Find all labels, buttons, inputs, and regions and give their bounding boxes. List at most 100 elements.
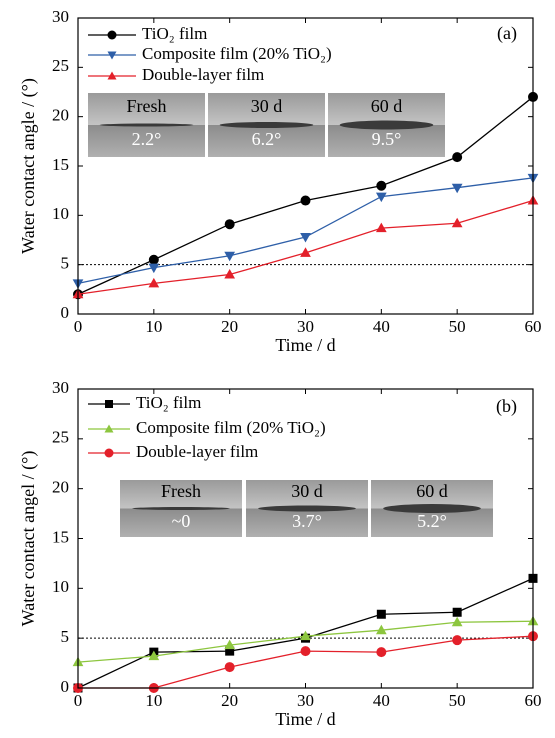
legend-label: TiO₂ film [136, 393, 201, 412]
y-tick-label: 25 [52, 428, 69, 447]
x-axis-label: Time / d [275, 709, 335, 729]
marker [300, 195, 311, 206]
inset-label: 60 d [416, 481, 448, 501]
marker [451, 616, 463, 627]
legend-marker [104, 448, 114, 458]
inset-substrate [208, 125, 325, 157]
inset-sky [371, 480, 493, 509]
inset-angle: 9.5° [372, 129, 402, 149]
droplet [258, 505, 356, 512]
y-tick-label: 10 [52, 577, 69, 596]
legend-marker [104, 424, 114, 433]
marker [452, 635, 463, 646]
plot-frame [77, 17, 534, 315]
y-axis-label: Water contact angel / (°) [18, 451, 39, 627]
legend-marker [107, 51, 117, 60]
marker [451, 217, 463, 228]
y-tick-label: 5 [61, 627, 70, 646]
y-tick-label: 0 [61, 677, 70, 696]
legend-label: Double-layer film [136, 442, 258, 461]
droplet [99, 123, 194, 127]
inset-angle: 5.2° [417, 511, 447, 531]
y-axis-label: Water contact angle / (°) [18, 78, 39, 254]
droplet [339, 120, 434, 130]
droplet [219, 122, 314, 128]
marker [300, 233, 311, 243]
marker [452, 152, 463, 163]
x-tick-label: 30 [297, 691, 314, 710]
y-tick-label: 20 [52, 478, 69, 497]
inset-photo: Fresh 2.2° [88, 93, 205, 157]
inset-substrate [371, 508, 493, 537]
x-tick-label: 40 [373, 317, 390, 336]
legend-marker [105, 400, 113, 408]
x-tick-label: 10 [145, 691, 162, 710]
y-tick-label: 0 [61, 303, 70, 322]
x-tick-label: 20 [221, 691, 238, 710]
marker [300, 247, 311, 257]
inset-label: 30 d [251, 96, 283, 116]
y-tick-label: 30 [52, 378, 69, 397]
droplet [383, 504, 481, 513]
marker [300, 646, 311, 657]
series-line [77, 177, 534, 285]
y-tick-label: 25 [52, 56, 69, 75]
inset-label: Fresh [161, 481, 201, 501]
marker [452, 607, 462, 617]
x-tick-label: 40 [373, 691, 390, 710]
marker [375, 222, 387, 233]
y-tick-label: 15 [52, 155, 69, 174]
inset-sky [328, 93, 445, 125]
inset-photo: 30 d 6.2° [208, 93, 325, 157]
legend-marker [107, 30, 117, 40]
marker [376, 609, 386, 619]
inset-label: Fresh [127, 96, 167, 116]
inset-angle: ~0 [172, 511, 191, 531]
panel-label: (b) [496, 396, 517, 417]
inset-photo: 30 d 3.7° [246, 480, 368, 537]
marker [224, 219, 235, 230]
inset-substrate [246, 508, 368, 537]
inset-photo: 60 d 5.2° [371, 480, 493, 537]
x-tick-label: 60 [525, 317, 542, 336]
x-axis-label: Time / d [275, 335, 335, 355]
x-tick-label: 0 [74, 317, 83, 336]
marker [375, 624, 387, 635]
legend-marker [107, 71, 117, 80]
inset-sky [208, 93, 325, 125]
inset-sky [120, 480, 242, 509]
x-tick-label: 10 [145, 317, 162, 336]
legend-label: TiO₂ film [142, 24, 207, 43]
plot-frame [77, 388, 534, 689]
marker [224, 269, 236, 279]
inset-photo: 60 d 9.5° [328, 93, 445, 157]
marker [148, 254, 159, 265]
inset-angle: 2.2° [132, 129, 162, 149]
marker [224, 639, 236, 650]
marker [376, 647, 387, 658]
inset-angle: 6.2° [252, 129, 282, 149]
inset-label: 30 d [291, 481, 323, 501]
marker [376, 180, 387, 191]
marker [451, 183, 463, 194]
marker [148, 277, 160, 288]
series-line [78, 635, 534, 689]
x-tick-label: 20 [221, 317, 238, 336]
inset-substrate [120, 508, 242, 537]
droplet [132, 507, 230, 510]
x-tick-label: 60 [525, 691, 542, 710]
x-tick-label: 30 [297, 317, 314, 336]
marker [375, 192, 387, 203]
x-tick-label: 50 [449, 317, 466, 336]
legend-label: Composite film (20% TiO₂) [136, 418, 326, 437]
inset-angle: 3.7° [292, 511, 322, 531]
y-tick-label: 20 [52, 106, 69, 125]
legend-label: Composite film (20% TiO₂) [142, 44, 332, 63]
y-tick-label: 10 [52, 204, 69, 223]
marker [300, 630, 311, 641]
marker [224, 251, 236, 262]
inset-substrate [88, 125, 205, 157]
legend-label: Double-layer film [142, 65, 264, 84]
inset-label: 60 d [371, 96, 403, 116]
